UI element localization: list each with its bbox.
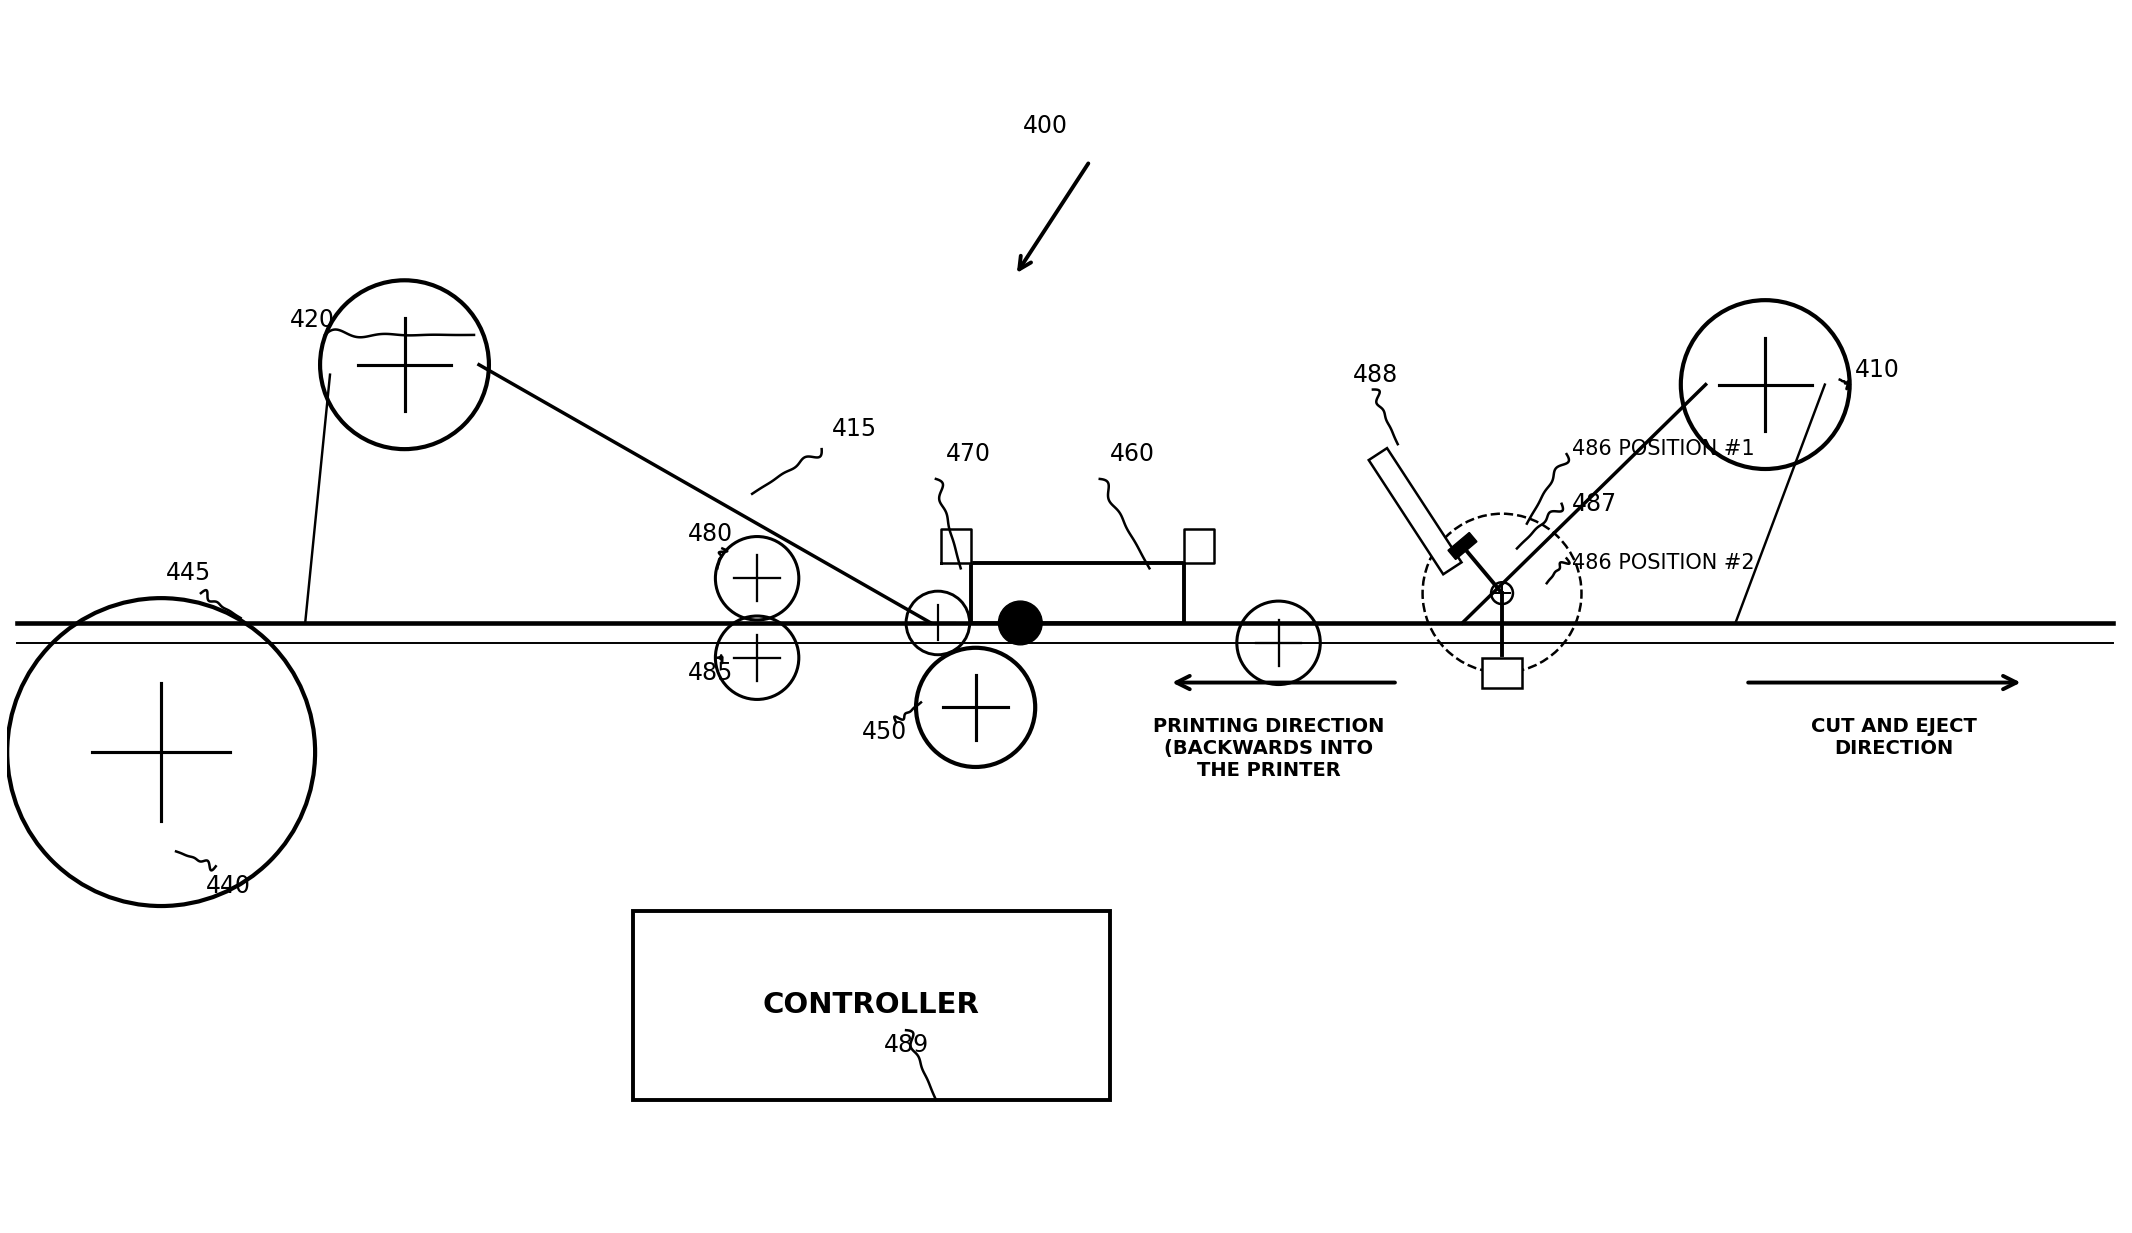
Polygon shape: [1183, 529, 1213, 563]
Text: 489: 489: [883, 1033, 930, 1057]
Bar: [970, 563, 1183, 623]
Polygon shape: [1448, 533, 1477, 560]
Text: 488: 488: [1354, 363, 1399, 387]
Polygon shape: [1369, 448, 1463, 575]
Bar: [633, 911, 1109, 1100]
Text: 486 POSITION #1: 486 POSITION #1: [1571, 439, 1755, 459]
Text: 460: 460: [1109, 443, 1156, 466]
Text: 410: 410: [1855, 358, 1900, 382]
Polygon shape: [940, 529, 970, 563]
Text: 440: 440: [207, 874, 252, 898]
Text: 420: 420: [290, 308, 335, 332]
Text: 485: 485: [689, 661, 733, 684]
Text: CUT AND EJECT
DIRECTION: CUT AND EJECT DIRECTION: [1812, 718, 1976, 758]
Text: 486 POSITION #2: 486 POSITION #2: [1571, 554, 1755, 573]
Text: 480: 480: [689, 522, 733, 545]
Text: 415: 415: [831, 417, 876, 441]
Bar: [1482, 657, 1522, 688]
Text: 445: 445: [166, 561, 211, 586]
Text: 470: 470: [947, 443, 991, 466]
Text: PRINTING DIRECTION
(BACKWARDS INTO
THE PRINTER: PRINTING DIRECTION (BACKWARDS INTO THE P…: [1153, 718, 1384, 780]
Circle shape: [998, 602, 1043, 645]
Text: CONTROLLER: CONTROLLER: [763, 991, 981, 1020]
Text: 400: 400: [1023, 115, 1068, 138]
Text: 450: 450: [861, 720, 906, 745]
Text: 487: 487: [1571, 492, 1616, 515]
